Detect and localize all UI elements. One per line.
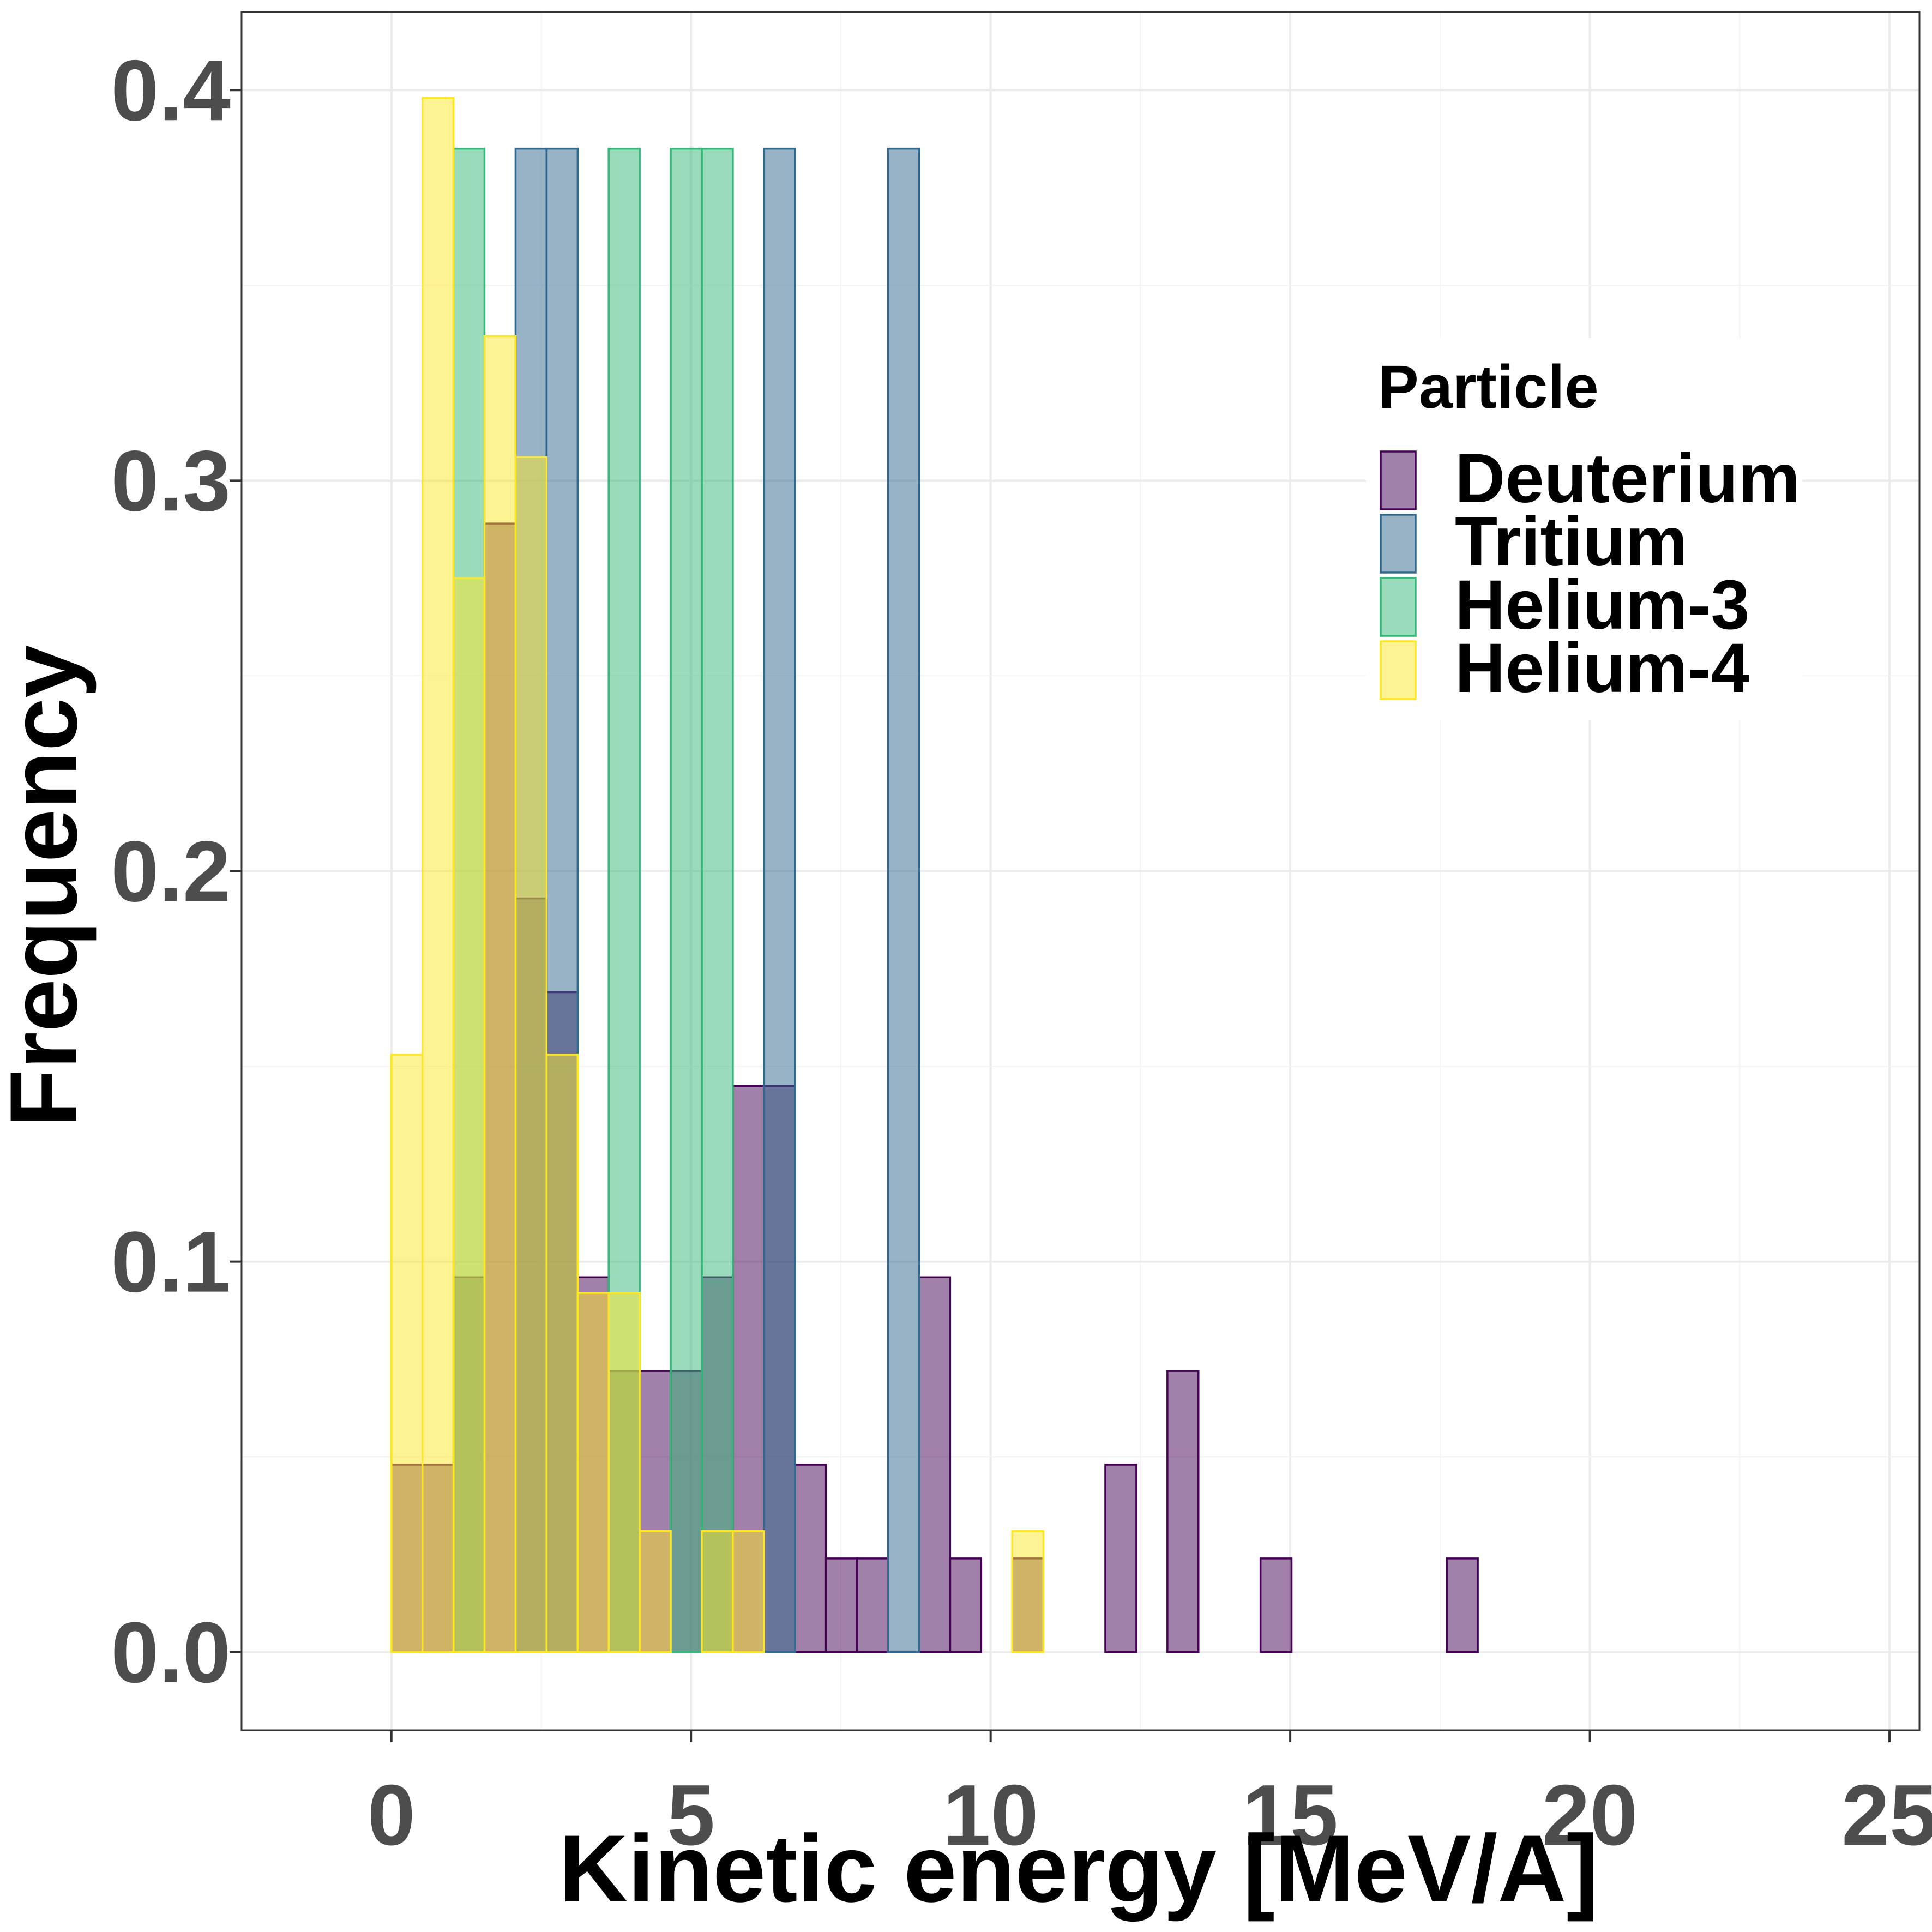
bar-helium-4 (639, 1530, 672, 1653)
bar-helium-4 (701, 1530, 734, 1653)
bar-helium-4 (576, 1292, 610, 1653)
bar-deuterium (1259, 1557, 1293, 1653)
bar-deuterium (794, 1464, 827, 1653)
bar-deuterium (949, 1557, 983, 1653)
bar-deuterium (1446, 1557, 1479, 1653)
x-tick-label: 10 (943, 1767, 1039, 1863)
bar-deuterium (1104, 1464, 1137, 1653)
y-tick-label: 0.1 (111, 1214, 231, 1310)
bar-helium-4 (421, 97, 455, 1653)
x-tick-label: 20 (1542, 1767, 1638, 1863)
bar-helium-4 (545, 1054, 579, 1653)
legend-label-helium-3: Helium-3 (1455, 566, 1750, 644)
bar-helium-4 (732, 1530, 765, 1653)
legend-background (1366, 338, 1802, 720)
legend-label-deuterium: Deuterium (1455, 440, 1800, 517)
y-axis-title: Frequency (0, 645, 97, 1128)
y-tick-label: 0.0 (111, 1605, 231, 1701)
bar-deuterium (856, 1557, 889, 1653)
bar-helium-4 (390, 1054, 424, 1653)
legend-label-helium-4: Helium-4 (1455, 629, 1750, 707)
legend-swatch-helium-4 (1380, 640, 1417, 700)
bar-helium-4 (514, 456, 548, 1653)
bar-tritium (763, 147, 796, 1653)
bar-helium-4 (607, 1292, 641, 1653)
bar-deuterium (824, 1557, 858, 1653)
legend-swatch-tritium (1380, 514, 1417, 574)
bar-deuterium (918, 1276, 952, 1653)
y-tick-label: 0.3 (111, 433, 231, 529)
x-tick-label: 25 (1841, 1767, 1932, 1863)
x-axis-title: Kinetic energy [MeV/A] (559, 1816, 1598, 1922)
axis-ticks: 0 5 10 15 20 25 0.0 0.1 0.2 0.3 0.4 (111, 43, 1932, 1863)
bar-helium-3 (670, 147, 703, 1653)
x-tick-label: 15 (1242, 1767, 1338, 1863)
legend: Particle DeuteriumTritiumHelium-3Helium-… (1366, 338, 1802, 720)
bar-helium-4 (1011, 1530, 1044, 1653)
legend-swatch-helium-3 (1380, 577, 1417, 637)
bar-tritium (887, 147, 920, 1653)
bar-helium-4 (452, 577, 486, 1653)
bar-helium-4 (483, 335, 517, 1653)
bars (390, 97, 1479, 1653)
series-helium-4 (390, 97, 1044, 1653)
bar-deuterium (1166, 1370, 1200, 1653)
x-tick-label: 5 (667, 1767, 715, 1863)
legend-label-tritium: Tritium (1455, 503, 1688, 581)
x-tick-label: 0 (368, 1767, 416, 1863)
legend-title: Particle (1378, 353, 1599, 421)
bar-helium-3 (701, 147, 734, 1653)
legend-swatch-deuterium (1380, 450, 1417, 510)
y-tick-label: 0.2 (111, 824, 231, 920)
y-tick-label: 0.4 (111, 43, 231, 139)
